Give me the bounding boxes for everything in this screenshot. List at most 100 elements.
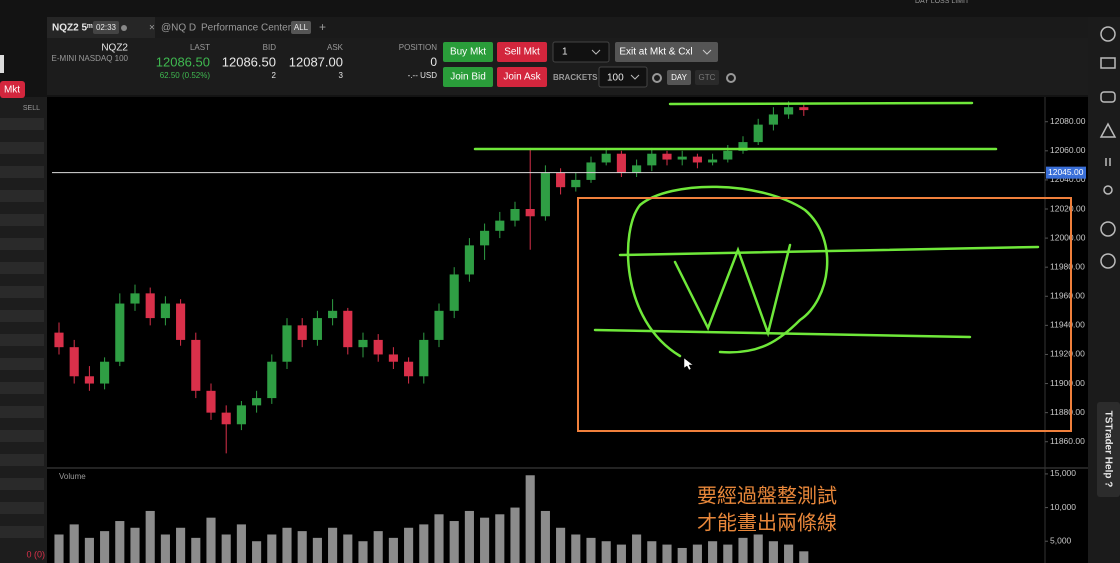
candle-body	[480, 230, 490, 246]
candle-body	[373, 339, 383, 355]
last-price: 12086.50	[156, 54, 210, 69]
sell-header: SELL	[23, 105, 40, 112]
y-tick-label: 12060.00	[1050, 145, 1086, 155]
candle-body	[753, 124, 763, 143]
candle-body	[616, 153, 626, 173]
volume-bar	[495, 514, 505, 563]
candle-body	[176, 303, 186, 340]
volume-bar	[84, 537, 94, 563]
volume-bar	[145, 510, 155, 563]
position-pnl: -.-- USD	[408, 71, 438, 80]
ask-size: 3	[339, 71, 344, 80]
candle-body	[677, 156, 687, 160]
gtc-button[interactable]	[695, 70, 719, 85]
highlight-box	[577, 197, 1072, 432]
buy-mkt-button[interactable]	[443, 42, 493, 62]
volume-bar	[252, 541, 262, 563]
volume-bar	[540, 510, 550, 563]
volume-bar	[115, 521, 125, 563]
volume-label: Volume	[59, 472, 86, 481]
volume-bar	[328, 527, 338, 563]
candle-body	[191, 339, 201, 391]
volume-bar	[571, 534, 581, 563]
left-mkt-label: Mkt	[4, 85, 20, 96]
volume-bar	[480, 517, 490, 563]
candle-body	[69, 347, 79, 377]
volume-bar	[708, 541, 718, 563]
volume-bar	[586, 537, 596, 563]
volume-bar	[312, 537, 322, 563]
buy-mkt-label: Buy Mkt	[450, 47, 486, 58]
candle-body	[297, 325, 307, 340]
toolbar-icons[interactable]	[1099, 26, 1117, 269]
volume-bar	[434, 514, 444, 563]
exit-button[interactable]	[615, 42, 718, 62]
dropdown-arrow	[630, 74, 640, 80]
bid-size: 2	[272, 71, 277, 80]
volume-bar	[525, 475, 535, 563]
candle-body	[540, 172, 550, 217]
volume-pane	[47, 469, 1088, 563]
help-tab[interactable]	[1097, 402, 1120, 497]
day-button[interactable]	[667, 70, 691, 85]
volume-bar	[358, 541, 368, 563]
position-value: 0	[430, 55, 437, 69]
join-ask-button[interactable]	[497, 67, 547, 87]
y-tick-label: 11940.00	[1050, 320, 1085, 330]
volume-bar	[616, 544, 626, 563]
volume-bar	[601, 541, 611, 563]
brackets-box[interactable]	[598, 66, 648, 88]
price-line-tag	[1046, 166, 1086, 179]
candle-body	[130, 293, 140, 304]
candle-body	[388, 354, 398, 362]
candle-body	[312, 318, 322, 340]
join-bid-button[interactable]	[443, 67, 493, 87]
candle-body	[449, 274, 459, 311]
sell-mkt-button[interactable]	[497, 42, 547, 62]
y-tick-label: 11900.00	[1050, 378, 1085, 388]
exit-label: Exit at Mkt & Cxl	[619, 47, 692, 58]
volume-bar	[176, 527, 186, 563]
candle-body	[328, 310, 338, 319]
tab-label[interactable]: Performance Center	[201, 23, 292, 34]
y-tick-label: 11980.00	[1050, 261, 1085, 271]
candle-body	[510, 209, 520, 221]
last-change: 62.50 (0.52%)	[160, 71, 211, 80]
mouse-cursor	[683, 357, 694, 371]
bid-label: BID	[263, 43, 277, 52]
candle-body	[708, 159, 718, 163]
gear-icon[interactable]	[652, 73, 662, 83]
y-tick-label: 11880.00	[1050, 407, 1085, 417]
candle-body	[662, 153, 672, 160]
y-tick-label: 12020.00	[1050, 203, 1086, 213]
volume-bar	[723, 544, 733, 563]
position-label: POSITION	[399, 43, 437, 52]
gear-icon[interactable]	[726, 73, 736, 83]
candle-body	[145, 293, 155, 319]
volume-bar	[738, 537, 748, 563]
volume-bar	[677, 547, 687, 563]
candle-body	[525, 209, 535, 217]
tab-label[interactable]: @NQ D	[161, 23, 196, 34]
dropdown-arrow	[591, 49, 601, 55]
y-tick-label: 11860.00	[1050, 436, 1085, 446]
tab-close[interactable]: ×	[149, 23, 155, 34]
last-label: LAST	[190, 43, 210, 52]
volume-bar	[100, 531, 110, 563]
quantity-box[interactable]	[552, 41, 610, 63]
y-tick-label: 12080.00	[1050, 116, 1086, 126]
volume-bar	[556, 527, 566, 563]
volume-bar	[753, 534, 763, 563]
volume-bar	[510, 507, 520, 563]
tab-badge	[93, 21, 119, 34]
y-tick-label: 11960.00	[1050, 291, 1085, 301]
tab-add[interactable]: +	[319, 20, 326, 34]
symbol-description: E-MINI NASDAQ 100	[52, 54, 129, 63]
candle-body	[647, 153, 657, 166]
volume-bar	[419, 524, 429, 563]
left-mkt-button[interactable]	[0, 81, 25, 98]
candle-body	[556, 172, 566, 188]
candle-body	[571, 179, 581, 188]
volume-bar	[236, 524, 246, 563]
volume-bar	[69, 524, 79, 563]
